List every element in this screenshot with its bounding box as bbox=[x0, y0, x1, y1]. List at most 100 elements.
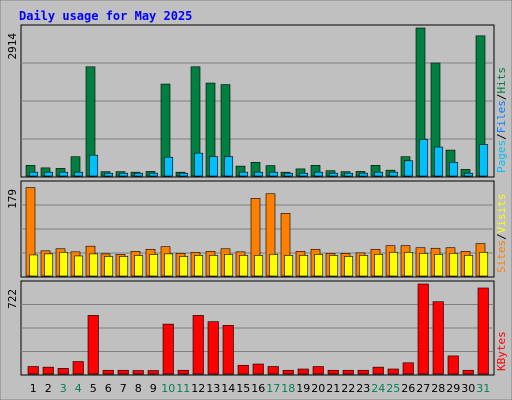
bar-sites-day-20 bbox=[314, 254, 324, 277]
x-tick-label: 15 bbox=[236, 382, 250, 395]
x-tick-label: 17 bbox=[266, 382, 280, 395]
bar-sites-day-6 bbox=[104, 256, 114, 277]
legend-visits: Sites/Visits bbox=[495, 194, 508, 274]
bar-kbytes-day-23 bbox=[357, 369, 369, 375]
bar-pages-day-10 bbox=[164, 156, 174, 177]
legend-entry: Pages bbox=[495, 140, 508, 173]
bar-sites-day-23 bbox=[359, 255, 369, 277]
x-axis-labels: 1 2 3 4 5 6 7 8 9 10 11 12 13 14 15 16 17 18 19 20 21 22 23 24 2… bbox=[30, 382, 491, 395]
bar-pages-day-29 bbox=[449, 161, 459, 177]
x-tick-label: 8 bbox=[135, 382, 142, 395]
bar-pages-day-4 bbox=[74, 171, 84, 177]
bar-kbytes-day-29 bbox=[447, 355, 459, 375]
bar-sites-day-12 bbox=[194, 255, 204, 277]
x-tick-label: 5 bbox=[90, 382, 97, 395]
x-tick-label: 29 bbox=[446, 382, 460, 395]
bar-pages-day-24 bbox=[374, 171, 384, 177]
bar-sites-day-2 bbox=[44, 253, 54, 277]
bar-sites-day-28 bbox=[434, 254, 444, 277]
bar-kbytes-day-25 bbox=[387, 368, 399, 375]
x-tick-label: 10 bbox=[161, 382, 175, 395]
bar-kbytes-day-10 bbox=[162, 323, 174, 375]
bar-sites-day-22 bbox=[344, 256, 354, 277]
bar-pages-day-20 bbox=[314, 171, 324, 177]
legend-entry: / bbox=[495, 94, 508, 101]
bar-kbytes-day-21 bbox=[327, 369, 339, 375]
bar-kbytes-day-9 bbox=[147, 370, 159, 375]
bar-kbytes-day-4 bbox=[72, 361, 84, 375]
x-tick-label: 3 bbox=[60, 382, 67, 395]
bar-kbytes-day-13 bbox=[207, 321, 219, 375]
bar-pages-day-31 bbox=[479, 144, 489, 177]
bar-sites-day-17 bbox=[269, 254, 279, 277]
bar-kbytes-day-3 bbox=[57, 368, 69, 375]
x-tick-label: 22 bbox=[341, 382, 355, 395]
y-max-label: 2914 bbox=[6, 33, 19, 60]
bar-kbytes-day-24 bbox=[372, 366, 384, 375]
bar-kbytes-day-17 bbox=[267, 366, 279, 375]
x-tick-label: 6 bbox=[105, 382, 112, 395]
bar-sites-day-4 bbox=[74, 255, 84, 277]
bar-pages-day-3 bbox=[59, 171, 69, 177]
y-max-label: 179 bbox=[6, 189, 19, 209]
bar-kbytes-day-1 bbox=[27, 366, 39, 375]
bar-kbytes-day-5 bbox=[87, 315, 99, 375]
bar-kbytes-day-14 bbox=[222, 325, 234, 375]
bar-sites-day-31 bbox=[479, 252, 489, 277]
bar-pages-day-25 bbox=[389, 171, 399, 177]
bar-pages-day-7 bbox=[119, 172, 129, 177]
chart-panels: 2914Pages/Files/Hits179Sites/Visits722KB… bbox=[6, 24, 508, 376]
bar-sites-day-19 bbox=[299, 255, 309, 277]
bar-pages-day-1 bbox=[29, 171, 39, 177]
x-tick-label: 13 bbox=[206, 382, 220, 395]
legend-entry: Sites bbox=[495, 240, 508, 273]
x-tick-label: 23 bbox=[356, 382, 370, 395]
bar-kbytes-day-18 bbox=[282, 369, 294, 375]
x-tick-label: 27 bbox=[416, 382, 430, 395]
legend-hits: Pages/Files/Hits bbox=[495, 67, 508, 173]
bar-sites-day-1 bbox=[29, 254, 39, 277]
x-tick-label: 20 bbox=[311, 382, 325, 395]
legend-kbytes: KBytes bbox=[495, 331, 508, 371]
bar-pages-day-16 bbox=[254, 171, 264, 177]
bar-pages-day-27 bbox=[419, 139, 429, 177]
bar-kbytes-day-31 bbox=[477, 287, 489, 375]
legend-entry: Visits bbox=[495, 194, 508, 234]
bar-sites-day-10 bbox=[164, 253, 174, 277]
bar-sites-day-24 bbox=[374, 254, 384, 277]
bar-pages-day-6 bbox=[104, 172, 114, 177]
bar-pages-day-18 bbox=[284, 172, 294, 177]
x-tick-label: 19 bbox=[296, 382, 310, 395]
bar-kbytes-day-2 bbox=[42, 366, 54, 375]
x-tick-label: 4 bbox=[75, 382, 82, 395]
bar-sites-day-25 bbox=[389, 252, 399, 277]
bar-sites-day-13 bbox=[209, 255, 219, 277]
panel-kbytes: 722 KBytes bbox=[6, 280, 508, 376]
x-tick-label: 28 bbox=[431, 382, 445, 395]
bar-sites-day-16 bbox=[254, 255, 264, 277]
bar-kbytes-day-19 bbox=[297, 368, 309, 375]
x-tick-label: 14 bbox=[221, 382, 235, 395]
x-tick-label: 24 bbox=[371, 382, 385, 395]
bar-sites-day-26 bbox=[404, 252, 414, 277]
bar-sites-day-29 bbox=[449, 253, 459, 277]
bar-pages-day-14 bbox=[224, 156, 234, 177]
x-tick-label: 18 bbox=[281, 382, 295, 395]
bar-pages-day-12 bbox=[194, 152, 204, 177]
x-tick-label: 9 bbox=[150, 382, 157, 395]
bar-kbytes-day-22 bbox=[342, 369, 354, 375]
bar-pages-day-26 bbox=[404, 160, 414, 177]
bar-pages-day-28 bbox=[434, 146, 444, 177]
bar-kbytes-day-30 bbox=[462, 369, 474, 375]
legend-entry: / bbox=[495, 233, 508, 240]
x-tick-label: 1 bbox=[30, 382, 37, 395]
bar-kbytes-day-20 bbox=[312, 366, 324, 375]
y-max-label: 722 bbox=[6, 289, 19, 309]
bar-sites-day-21 bbox=[329, 255, 339, 277]
bar-sites-day-8 bbox=[134, 255, 144, 277]
x-tick-label: 31 bbox=[476, 382, 490, 395]
bar-sites-day-7 bbox=[119, 256, 129, 277]
bar-sites-day-18 bbox=[284, 255, 294, 277]
